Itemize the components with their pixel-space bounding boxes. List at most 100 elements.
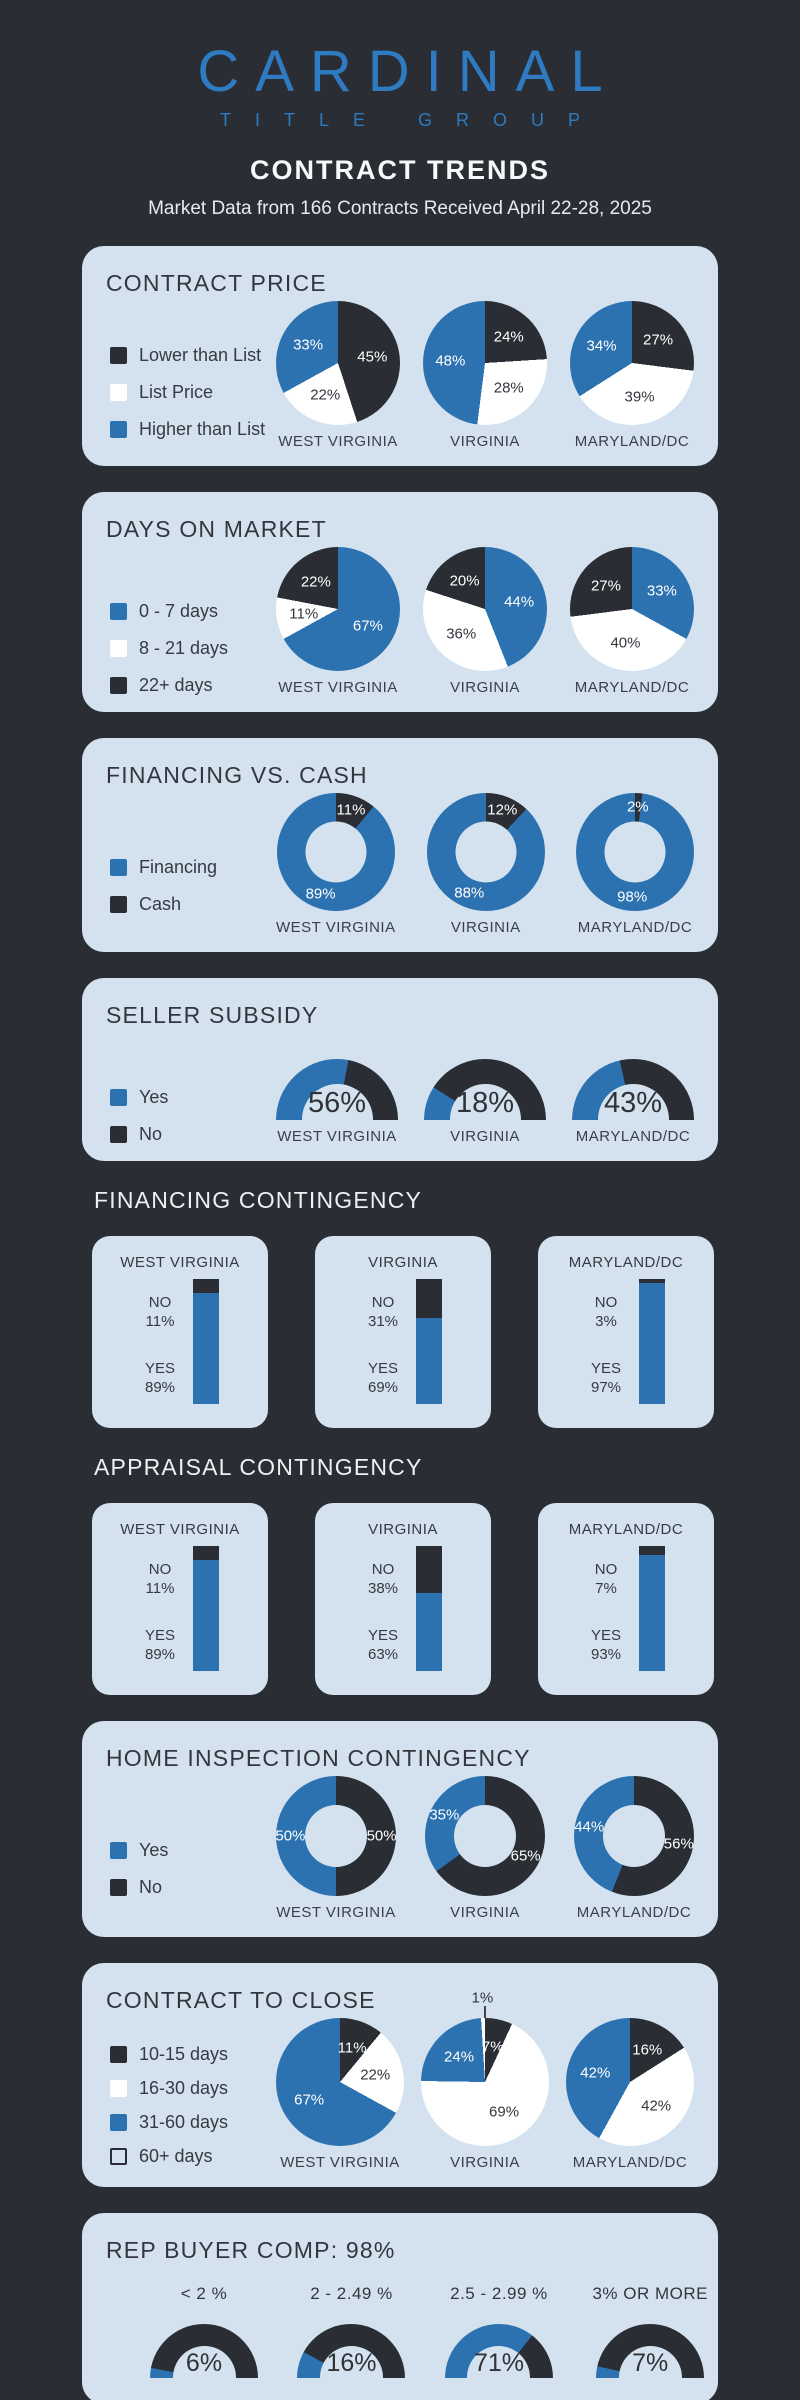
state-label: WEST VIRGINIA: [120, 1520, 240, 1538]
yes-value: 97%: [590, 1378, 622, 1396]
contingency-body: NO 7% YES 93%: [538, 1545, 714, 1696]
page-subtitle: Market Data from 166 Contracts Received …: [148, 197, 652, 219]
yes-label: YES 97%: [574, 1359, 638, 1397]
slice-label: 24%: [493, 328, 524, 346]
stacked-bar: [639, 1278, 665, 1404]
panel-body: 10-15 days 16-30 days 31-60 days 60+ days 11…: [106, 1989, 718, 2171]
gauge-rep-buyer-comp-0: < 2 % 6%: [150, 2268, 258, 2378]
bar-no-segment: [639, 1278, 665, 1283]
gauge-value: 18%: [455, 1086, 515, 1119]
chart-contract-to-close-maryland-dc: 16% 42% 42% MARYLAND/DC: [566, 2017, 694, 2171]
contingency-box-1: VIRGINIA NO 38% YES 63%: [315, 1502, 491, 1695]
bar-no-segment: [193, 1278, 219, 1293]
contingency-body: NO 3% YES 97%: [538, 1278, 714, 1429]
donut-hole: [603, 1804, 665, 1867]
state-label: MARYLAND/DC: [576, 1903, 692, 1921]
charts-row: 56% WEST VIRGINIA 18% VIRGINIA 43% MARYLAND/D…: [276, 1033, 718, 1145]
yes-label: YES 93%: [574, 1626, 638, 1664]
section-title-seller-subsidy: SELLER SUBSIDY: [106, 1001, 319, 1028]
legend-swatch-icon: [110, 895, 127, 913]
legend-label: Financing: [139, 856, 218, 877]
contingency-box-1: VIRGINIA NO 31% YES 69%: [315, 1235, 491, 1429]
gauge-rep-buyer-comp-1: 2 - 2.49 % 16%: [297, 2268, 406, 2378]
contingency-box-2: MARYLAND/DC NO 7% YES 93%: [538, 1502, 714, 1696]
section-title-appraisal-contingency: APPRAISAL CONTINGENCY: [94, 1453, 423, 1480]
yes-value: 69%: [367, 1378, 399, 1396]
legend-swatch-icon: [110, 676, 127, 694]
contingency-box-2: MARYLAND/DC NO 3% YES 97%: [538, 1235, 714, 1429]
chart-contract-price-west-virginia: 45% 22% 33% WEST VIRGINIA: [276, 300, 400, 450]
charts-row: < 2 % 6% 2 - 2.49 % 16% 2.5 - 2.99 % 71% 3% OR…: [106, 2268, 718, 2378]
chart-contract-price-virginia: 24% 28% 48% VIRGINIA: [423, 300, 547, 450]
donut-chart: 56% 44%: [574, 1775, 694, 1896]
slice-label: 42%: [580, 2064, 611, 2082]
legend: Yes No: [106, 1776, 276, 1921]
yes-label: YES 89%: [128, 1359, 192, 1397]
legend-label: 16-30 days: [139, 2077, 229, 2098]
legend-item-white: 8 - 21 days: [110, 638, 276, 659]
no-value: 7%: [595, 1579, 617, 1597]
sections: CONTRACT PRICE Lower than List List Price H…: [0, 245, 800, 2400]
gauge-range-label: 2.5 - 2.99 %: [450, 2283, 548, 2303]
charts-row: 11% 89% WEST VIRGINIA 12% 88% VIRGINIA 2% 98% MA…: [276, 792, 718, 936]
stacked-bar: [416, 1278, 442, 1404]
gauge-seller-subsidy-2: 43% MARYLAND/DC: [572, 1058, 694, 1145]
legend-item-dark: No: [110, 1124, 276, 1145]
yes-value: 89%: [144, 1378, 176, 1396]
pie-chart: 33% 40% 27%: [570, 546, 694, 671]
section-title-rep-buyer-comp: REP BUYER COMP: 98%: [106, 2236, 396, 2263]
state-label: MARYLAND/DC: [568, 1520, 684, 1538]
state-label: VIRGINIA: [450, 678, 520, 696]
contingency-body: NO 11% YES 89%: [92, 1545, 268, 1696]
charts-row: 50% 50% WEST VIRGINIA 65% 35% VIRGINIA 56% 44% M…: [275, 1775, 718, 1921]
legend-label: No: [139, 1123, 163, 1144]
bar-yes-segment: [193, 1559, 219, 1671]
legend: Financing Cash: [106, 793, 276, 936]
legend-item-dark: Lower than List: [110, 345, 276, 366]
yes-label: YES 89%: [128, 1626, 192, 1664]
contingency-body: NO 11% YES 89%: [92, 1278, 268, 1429]
panel-body: < 2 % 6% 2 - 2.49 % 16% 2.5 - 2.99 % 71% 3% OR…: [106, 2268, 718, 2378]
legend: 10-15 days 16-30 days 31-60 days 60+ days: [106, 2018, 276, 2171]
yes-word: YES: [367, 1359, 398, 1377]
no-value: 38%: [367, 1579, 399, 1597]
section-contract-to-close: CONTRACT TO CLOSE 10-15 days 16-30 days 31-…: [82, 1962, 718, 2187]
gauge-chart: 18%: [424, 1058, 546, 1120]
donut-hole: [454, 1804, 516, 1867]
section-title-financing-contingency: FINANCING CONTINGENCY: [94, 1186, 423, 1213]
legend-swatch-icon: [110, 639, 127, 657]
section-title-days-on-market: DAYS ON MARKET: [106, 515, 327, 542]
legend-swatch-icon: [110, 346, 127, 364]
no-label: NO 7%: [574, 1560, 638, 1598]
pie-chart: 7% 69% 24% 1%: [421, 1989, 549, 2146]
pie-chart: 16% 42% 42%: [566, 2017, 694, 2146]
state-label: MARYLAND/DC: [568, 1253, 684, 1271]
gauge-rep-buyer-comp-2: 2.5 - 2.99 % 71%: [444, 2268, 553, 2378]
gauge-value: 7%: [632, 2348, 669, 2377]
legend-label: Yes: [139, 1086, 169, 1107]
slice-label: 22%: [310, 386, 341, 404]
legend-item-blue: Yes: [110, 1840, 276, 1861]
gauge-seller-subsidy-0: 56% WEST VIRGINIA: [276, 1058, 398, 1145]
slice-label: 24%: [444, 2048, 475, 2066]
no-word: NO: [371, 1293, 395, 1311]
contingency-body: NO 31% YES 69%: [315, 1278, 491, 1429]
yes-value: 93%: [590, 1645, 622, 1663]
legend-label: List Price: [139, 381, 214, 402]
donut-chart: 11% 89%: [276, 792, 395, 911]
slice-label: 27%: [643, 331, 674, 349]
legend-label: 60+ days: [139, 2145, 213, 2166]
page-title: CONTRACT TRENDS: [250, 154, 550, 185]
slice-label: 27%: [590, 577, 621, 595]
no-label: NO 3%: [574, 1293, 638, 1331]
gauge-range-label: 3% OR MORE: [592, 2283, 708, 2303]
bar-yes-segment: [193, 1292, 219, 1404]
slice-label-outside: 1%: [471, 1989, 494, 2007]
state-label: MARYLAND/DC: [574, 678, 690, 696]
gauge-value: 56%: [307, 1086, 367, 1119]
slice-label: 22%: [360, 2066, 391, 2084]
legend-swatch-icon: [110, 2045, 127, 2063]
legend-label: No: [139, 1876, 163, 1897]
legend: Lower than List List Price Higher than Lis…: [106, 301, 276, 450]
